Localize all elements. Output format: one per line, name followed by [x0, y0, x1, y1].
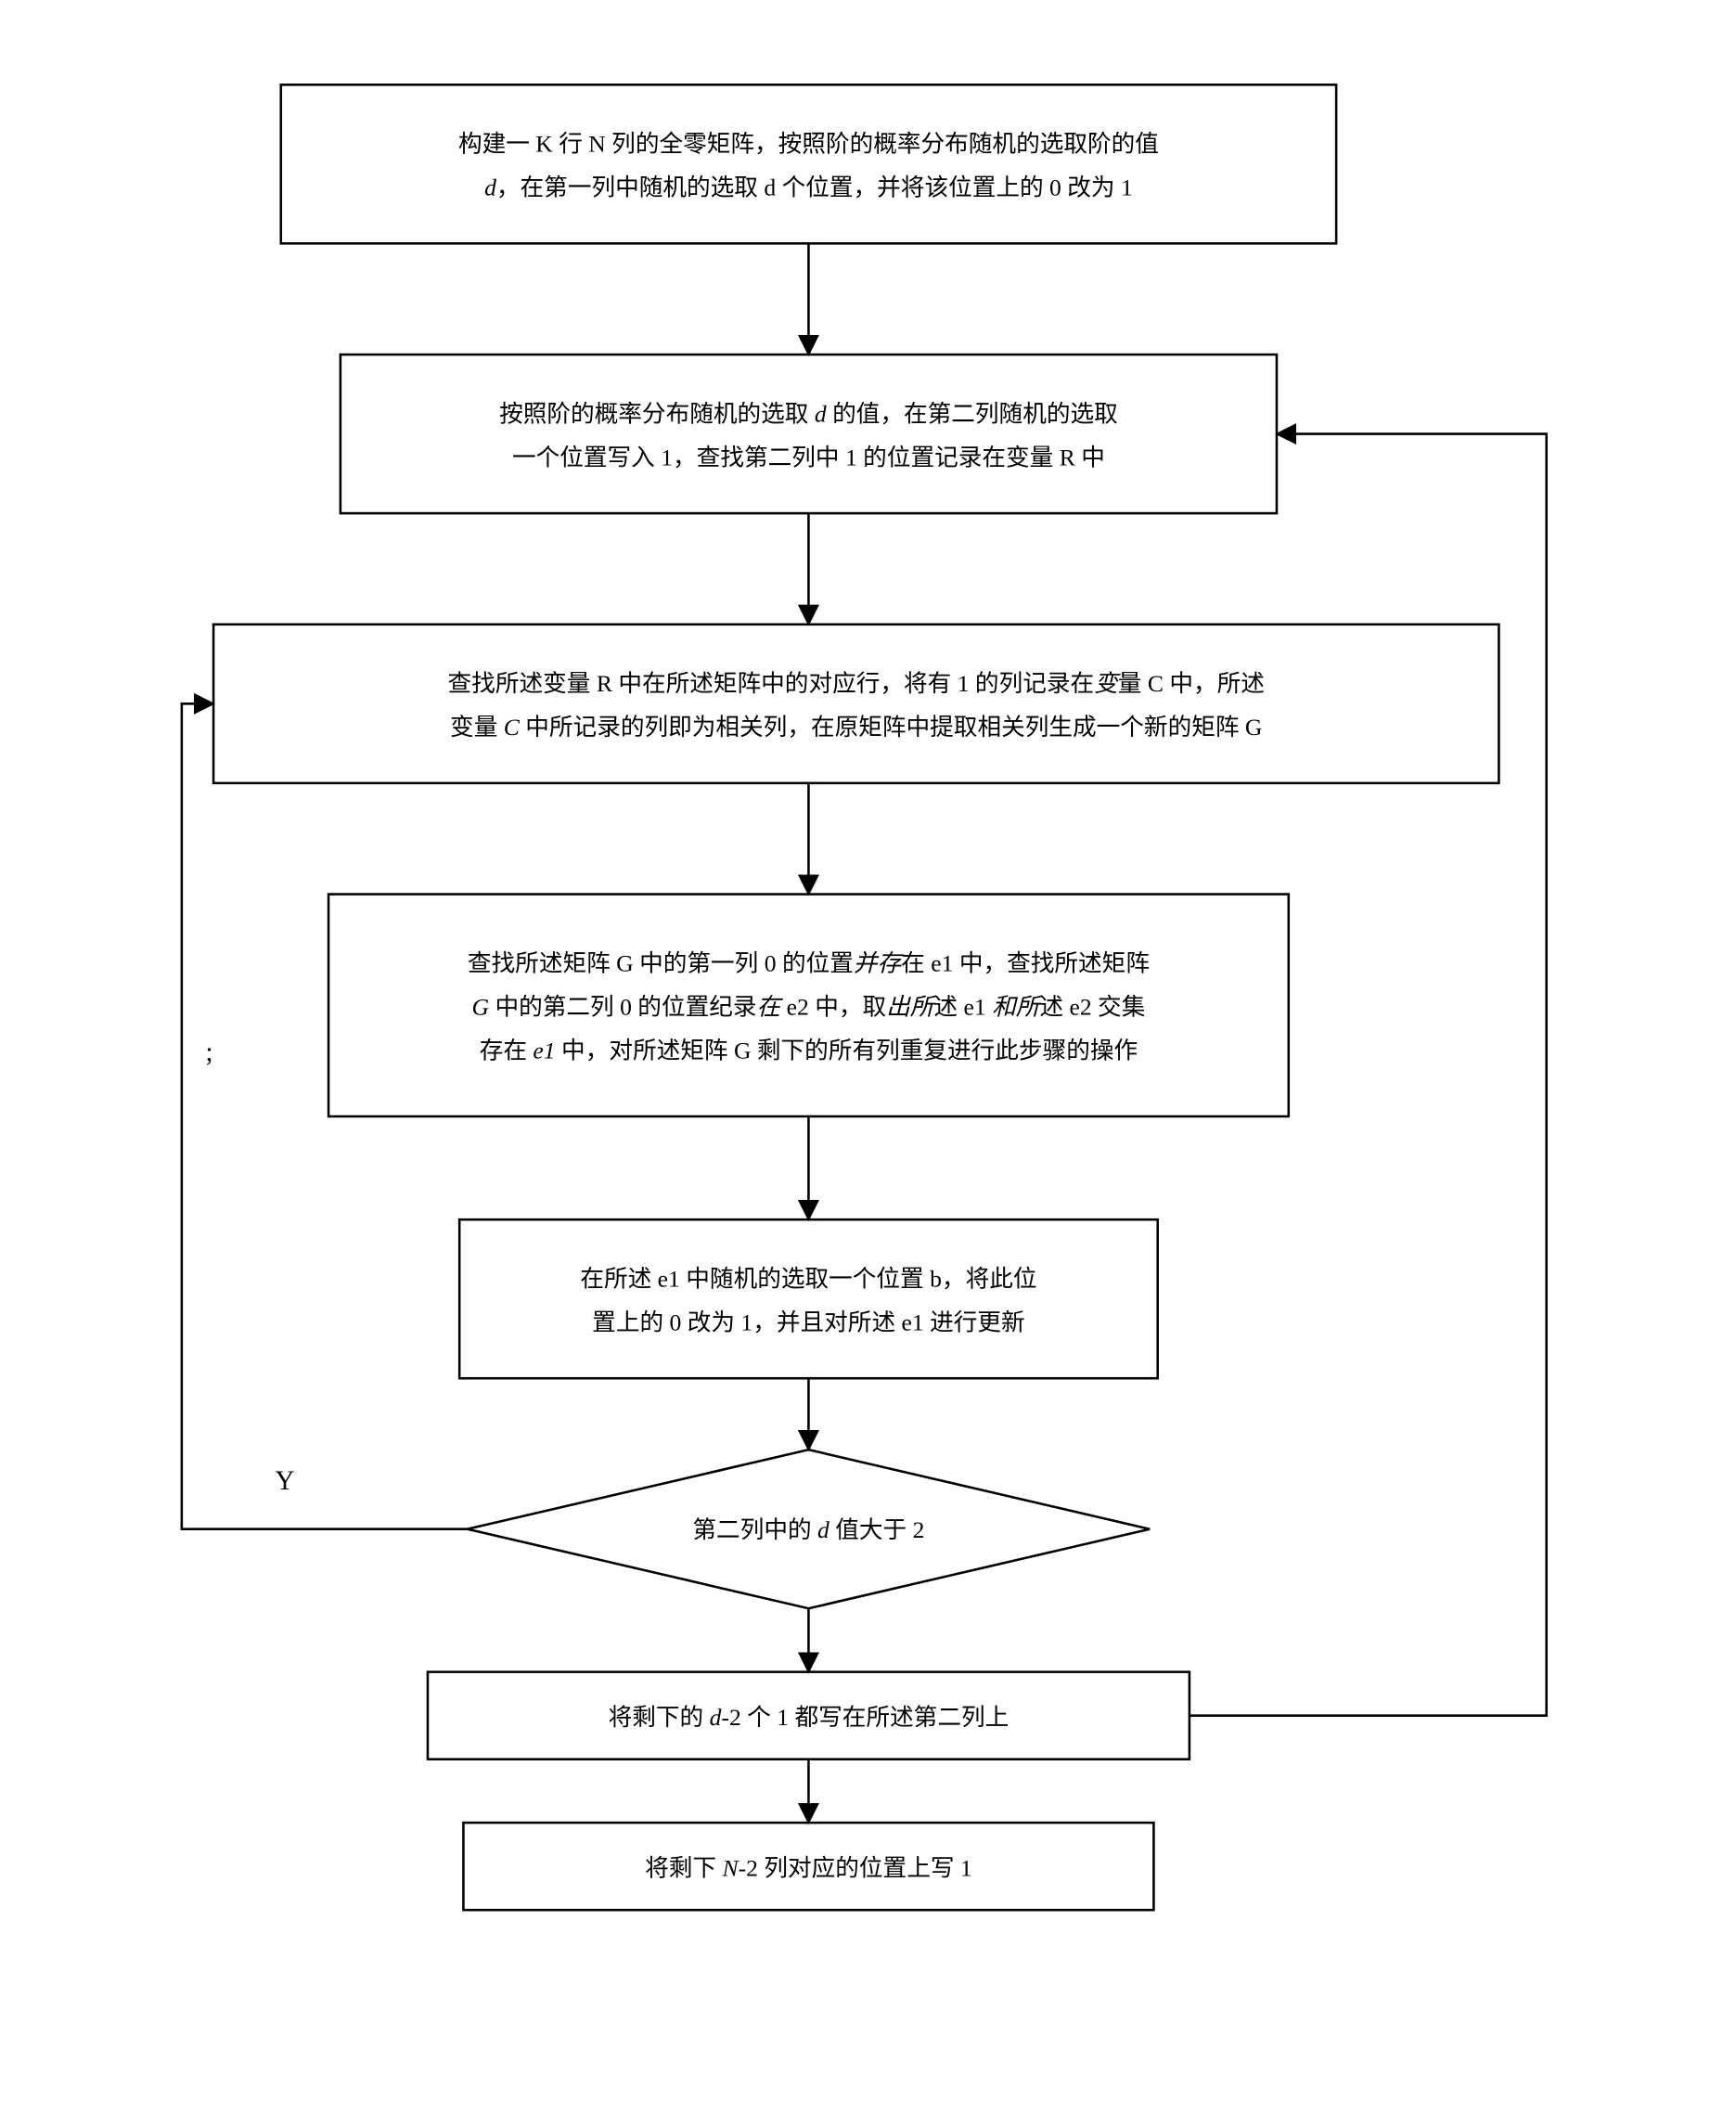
node-box	[280, 84, 1335, 243]
node-text-line: 查找所述矩阵 G 中的第一列 0 的位置并存在 e1 中，查找所述矩阵	[467, 950, 1149, 977]
node-text-line: 将剩下 N-2 列对应的位置上写 1	[645, 1854, 972, 1881]
stray-mark: ;	[205, 1038, 212, 1067]
node-text-line: 将剩下的 d-2 个 1 都写在所述第二列上	[608, 1704, 1009, 1731]
node-text-line: 查找所述变量 R 中在所述矩阵中的对应行，将有 1 的列记录在变量 C 中，所述	[447, 670, 1264, 697]
node-box	[459, 1219, 1158, 1378]
node-box	[213, 625, 1498, 783]
node-text-line: 变量 C 中所记录的列即为相关列，在原矩阵中提取相关列生成一个新的矩阵 G	[450, 714, 1262, 741]
flow-node-n4: 查找所述矩阵 G 中的第一列 0 的位置并存在 e1 中，查找所述矩阵 G 中的第…	[328, 895, 1289, 1116]
flowchart-canvas: 构建一 K 行 N 列的全零矩阵，按照阶的概率分布随机的选取阶的值 d，在第一列中…	[126, 37, 1611, 1941]
node-text-line: 置上的 0 改为 1，并且对所述 e1 进行更新	[592, 1309, 1025, 1336]
flow-node-n6: 第二列中的 d 值大于 2	[467, 1450, 1149, 1608]
edge-label: Y	[275, 1466, 294, 1496]
flow-node-n7: 将剩下的 d-2 个 1 都写在所述第二列上	[427, 1672, 1189, 1760]
flow-node-n1: 构建一 K 行 N 列的全零矩阵，按照阶的概率分布随机的选取阶的值 d，在第一列中…	[280, 84, 1335, 243]
node-text-line: G 中的第二列 0 的位置纪录在 e2 中，取出所述 e1 和所述 e2 交集	[471, 994, 1145, 1021]
node-text-line: d，在第一列中随机的选取 d 个位置，并将该位置上的 0 改为 1	[484, 174, 1133, 201]
flow-node-n8: 将剩下 N-2 列对应的位置上写 1	[463, 1823, 1153, 1910]
flow-node-n2: 按照阶的概率分布随机的选取 d 的值，在第二列随机的选取一个位置写入 1，查找第…	[340, 354, 1276, 513]
node-text-line: 按照阶的概率分布随机的选取 d 的值，在第二列随机的选取	[499, 400, 1118, 427]
node-text-line: 存在 e1 中，对所述矩阵 G 剩下的所有列重复进行此步骤的操作	[479, 1038, 1137, 1064]
node-text-line: 一个位置写入 1，查找第二列中 1 的位置记录在变量 R 中	[511, 444, 1104, 470]
node-text-line: 在所述 e1 中随机的选取一个位置 b，将此位	[580, 1266, 1036, 1293]
node-box	[340, 354, 1276, 513]
flow-node-n3: 查找所述变量 R 中在所述矩阵中的对应行，将有 1 的列记录在变量 C 中，所述…	[213, 625, 1498, 783]
node-text-line: 第二列中的 d 值大于 2	[692, 1516, 924, 1543]
node-text-line: 构建一 K 行 N 列的全零矩阵，按照阶的概率分布随机的选取阶的值	[457, 131, 1158, 158]
flow-node-n5: 在所述 e1 中随机的选取一个位置 b，将此位置上的 0 改为 1，并且对所述 …	[459, 1219, 1158, 1378]
